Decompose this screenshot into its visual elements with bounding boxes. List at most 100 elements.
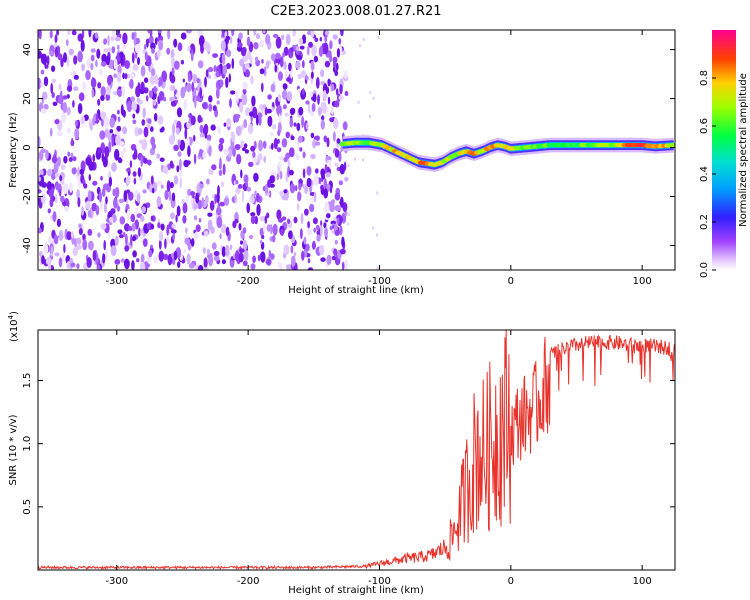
snr-y-label: SNR (10 * v/v)	[8, 414, 19, 485]
noise-cell	[146, 159, 152, 166]
noise-cell	[219, 157, 222, 169]
noise-cell	[100, 95, 105, 101]
noise-cell	[54, 119, 60, 125]
noise-cell	[132, 119, 137, 125]
noise-cell	[333, 248, 338, 256]
noise-cell	[158, 80, 162, 87]
noise-cell	[302, 151, 306, 159]
signal-cell	[670, 142, 675, 148]
noise-cell	[219, 201, 226, 207]
noise-cell	[223, 197, 230, 206]
noise-cell	[97, 264, 101, 270]
noise-cell	[197, 199, 203, 210]
noise-cell	[234, 114, 241, 119]
colorbar-ticks: 0.0 0.2 0.4 0.6 0.8	[699, 70, 716, 278]
noise-cell	[169, 182, 174, 189]
noise-cell	[199, 184, 204, 189]
noise-cell	[113, 58, 118, 70]
noise-cell	[330, 106, 334, 115]
noise-cell	[276, 209, 282, 220]
noise-cell	[120, 54, 124, 66]
noise-cell	[244, 62, 250, 70]
noise-cell	[235, 90, 239, 103]
noise-cell	[335, 88, 339, 96]
noise-cell	[328, 50, 332, 61]
noise-cell	[145, 95, 149, 102]
noise-cell	[326, 156, 332, 161]
noise-cell	[41, 255, 45, 265]
noise-cell	[88, 240, 94, 251]
noise-cell	[193, 153, 197, 165]
noise-cell	[170, 100, 177, 107]
noise-cell	[324, 202, 330, 214]
noise-cell	[175, 214, 178, 223]
noise-cell	[186, 160, 191, 165]
noise-cell	[326, 137, 330, 148]
noise-cell	[71, 137, 74, 147]
noise-cell	[98, 191, 102, 203]
noise-cell	[205, 69, 209, 78]
noise-cell	[160, 223, 165, 231]
noise-cell	[248, 161, 254, 167]
noise-cell	[157, 30, 162, 34]
noise-cell	[157, 180, 163, 186]
noise-speck	[372, 96, 375, 100]
noise-cell	[250, 263, 256, 270]
noise-cell	[313, 191, 317, 203]
noise-cell	[124, 245, 130, 252]
noise-cell	[109, 216, 114, 223]
noise-cell	[243, 143, 248, 149]
noise-cell	[109, 129, 114, 134]
noise-cell	[77, 103, 83, 114]
noise-cell	[316, 234, 321, 242]
noise-cell	[151, 68, 156, 76]
noise-cell	[41, 182, 48, 188]
noise-cell	[255, 33, 261, 40]
noise-cell	[329, 202, 335, 213]
noise-cell	[92, 180, 98, 186]
noise-cell	[207, 212, 213, 217]
noise-cell	[289, 183, 296, 194]
noise-cell	[287, 165, 291, 178]
noise-cell	[239, 58, 245, 67]
noise-cell	[122, 109, 126, 118]
noise-cell	[217, 126, 221, 134]
noise-cell	[195, 193, 200, 204]
noise-speck	[376, 233, 379, 237]
spectrogram-y-tick-label: 20	[22, 92, 33, 105]
noise-cell	[144, 263, 151, 268]
noise-cell	[78, 228, 83, 235]
noise-cell	[243, 250, 249, 262]
noise-cell	[342, 202, 348, 213]
noise-cell	[310, 153, 316, 160]
noise-cell	[90, 54, 95, 62]
spectrogram-marks	[38, 30, 675, 270]
noise-cell	[218, 143, 224, 152]
noise-cell	[212, 105, 217, 112]
noise-cell	[220, 181, 224, 188]
noise-cell	[169, 96, 175, 102]
noise-cell	[143, 157, 148, 164]
noise-cell	[101, 53, 107, 63]
noise-cell	[296, 55, 302, 60]
noise-cell	[308, 41, 313, 48]
noise-cell	[309, 203, 315, 213]
noise-cell	[142, 189, 147, 194]
noise-cell	[305, 76, 309, 81]
noise-cell	[138, 139, 143, 144]
noise-cell	[239, 248, 245, 253]
noise-cell	[125, 176, 131, 185]
noise-cell	[297, 73, 303, 80]
noise-cell	[114, 186, 120, 198]
noise-cell	[274, 52, 281, 60]
noise-cell	[171, 223, 176, 229]
noise-cell	[157, 115, 164, 125]
noise-cell	[190, 191, 196, 196]
snr-panel: -300 -200 -100 0 100 0.5 1.0 1.5 Height of str…	[7, 311, 676, 596]
noise-cell	[173, 38, 178, 48]
noise-cell	[140, 65, 146, 77]
noise-cell	[179, 158, 182, 171]
noise-cell	[177, 139, 181, 146]
noise-cell	[46, 181, 52, 191]
noise-cell	[216, 100, 220, 105]
